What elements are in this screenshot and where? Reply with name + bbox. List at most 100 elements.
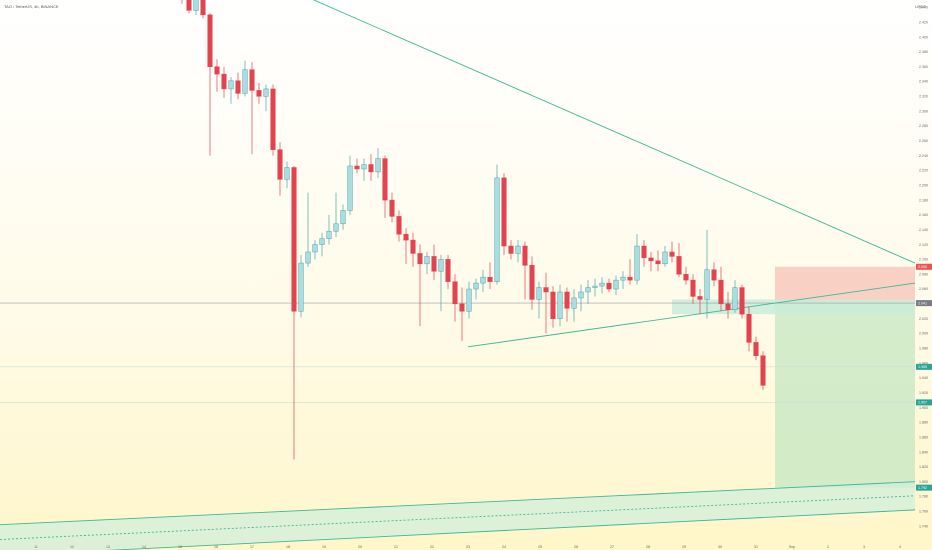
y-tick-27: 1.900 [919,406,928,410]
candle-body-38 [445,259,451,282]
candle-body-23 [340,210,346,225]
y-tick-18: 2.080 [919,272,928,276]
candle-body-43 [480,276,486,284]
x-tick-9: 20 [358,545,362,549]
candle-body-17 [298,262,304,312]
candle-body-33 [410,239,416,254]
y-tick-3: 2.380 [919,50,928,54]
candle-body-77 [718,279,724,305]
channel-band [0,481,915,550]
candle-body-19 [312,244,318,253]
zone-support-box [672,299,915,315]
y-tick-28: 1.880 [919,421,928,425]
candle-body-75 [704,269,710,300]
candle-body-30 [389,199,395,217]
candle-body-32 [403,233,409,241]
y-tick-9: 2.260 [919,139,928,143]
candle-body-62 [613,279,619,290]
candle-body-36 [431,256,437,272]
y-tick-12: 2.200 [919,183,928,187]
candle-body-9 [242,69,248,94]
x-tick-8: 19 [322,545,326,549]
candle-body-51 [536,287,542,300]
y-tick-22: 2.000 [919,332,928,336]
trendline-4 [0,495,916,540]
candle-body-66 [641,245,647,259]
x-tick-3: 14 [142,545,146,549]
currency-label: USDT [915,4,926,9]
x-tick-11: 22 [430,545,434,549]
candle-body-70 [669,251,675,257]
price-tag-bg-2 [916,363,932,370]
x-tick-13: 24 [502,545,506,549]
candle-body-65 [634,245,640,281]
trendline-2 [0,481,916,526]
x-tick-7: 18 [286,545,290,549]
y-tick-32: 1.800 [919,480,928,484]
x-tick-19: 30 [718,545,722,549]
candle-body-48 [515,245,521,254]
y-tick-11: 2.220 [919,169,928,173]
candle-body-14 [277,149,283,180]
price-tag-bg-4 [916,484,932,491]
candle-body-24 [347,165,353,211]
candle-body-71 [676,256,682,275]
candle-body-49 [522,245,528,266]
x-tick-4: 15 [178,545,182,549]
zone-target [775,303,915,488]
candle-body-67 [648,257,654,262]
candle-body-50 [529,265,535,300]
candle-body-11 [256,90,262,97]
candle-body-41 [466,288,472,312]
candle-body-3 [200,0,206,16]
candle-body-72 [683,273,689,281]
candle-body-63 [620,276,626,281]
x-tick-21: Sep [789,545,795,549]
candle-body-18 [305,251,311,264]
candle-body-20 [319,238,325,245]
candle-body-61 [606,282,612,290]
x-tick-10: 21 [394,545,398,549]
y-tick-5: 2.340 [919,80,928,84]
x-tick-12: 23 [466,545,470,549]
candle-body-56 [571,297,577,309]
candle-body-80 [739,287,745,315]
candle-body-68 [655,260,661,265]
candle-body-59 [592,285,598,288]
candle-body-21 [326,230,332,239]
y-tick-17: 2.100 [919,258,928,262]
y-tick-25: 1.940 [919,376,928,380]
y-tick-31: 1.820 [919,465,928,469]
candle-body-74 [697,296,703,300]
candle-body-1 [186,0,192,11]
y-tick-15: 2.140 [919,228,928,232]
y-tick-23: 1.980 [919,347,928,351]
x-tick-14: 25 [538,545,542,549]
y-tick-34: 1.760 [919,510,928,514]
candle-body-82 [753,342,759,356]
candle-body-69 [662,251,668,265]
candle-body-44 [487,276,493,282]
y-tick-35: 1.740 [919,524,928,528]
y-tick-7: 2.300 [919,109,928,113]
x-tick-1: 12 [70,545,74,549]
y-tick-33: 1.780 [919,495,928,499]
y-tick-24: 1.960 [919,361,928,365]
x-tick-2: 13 [106,545,110,549]
candle-body-12 [263,88,269,97]
candle-body-8 [235,80,241,94]
candle-body-16 [291,167,297,312]
chart-title: TAO / TetherUS, 4h, BINANCE [4,4,59,9]
candle-body-22 [333,223,339,232]
y-tick-0: 2.440 [919,6,928,10]
candle-body-79 [732,287,738,311]
candle-body-4 [207,14,213,67]
candle-body-83 [760,355,766,386]
candle-body-78 [725,303,731,311]
y-tick-10: 2.240 [919,154,928,158]
candle-body-34 [417,253,423,265]
price-tag-2: 1.955 [918,365,927,369]
x-tick-24: 4 [899,545,901,549]
